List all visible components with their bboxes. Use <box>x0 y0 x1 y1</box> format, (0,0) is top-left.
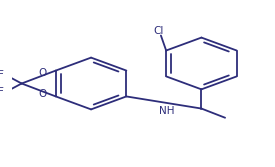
Text: O: O <box>39 68 47 78</box>
Text: Cl: Cl <box>154 26 164 36</box>
Text: F: F <box>0 87 4 97</box>
Text: O: O <box>39 89 47 99</box>
Text: NH: NH <box>159 106 174 116</box>
Text: F: F <box>0 70 4 80</box>
